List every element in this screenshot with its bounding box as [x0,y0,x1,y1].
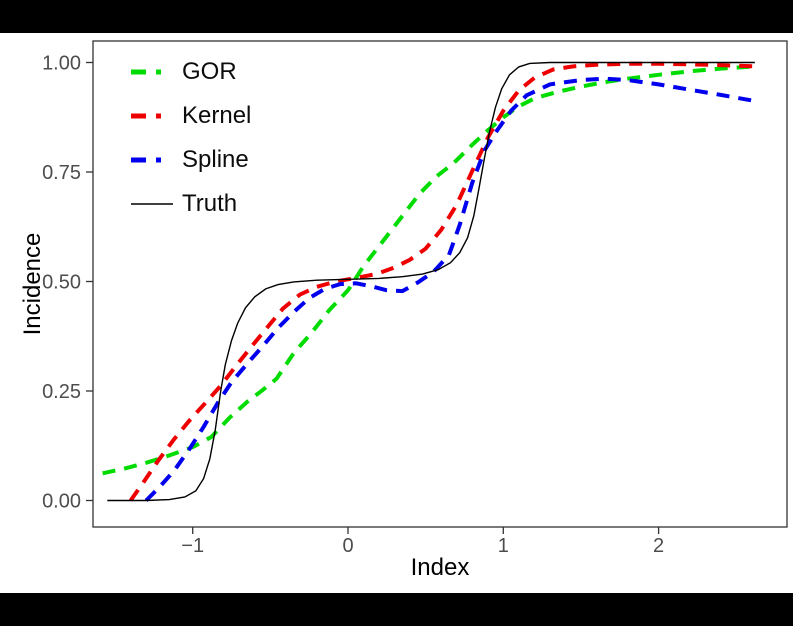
letterbox-bar-top [0,0,793,33]
legend-key-line-icon [131,113,173,119]
legend-item-kernel: Kernel [131,94,251,138]
series-line-spline [144,76,756,502]
series-line-truth [107,61,755,502]
legend-key-line-icon [131,157,173,163]
legend-item-gor: GOR [131,50,251,94]
legend-key-line-icon [131,203,173,205]
y-tick-label: 0.00 [42,491,81,513]
legend-item-spline: Spline [131,138,251,182]
y-tick-label: 0.50 [42,272,81,294]
letterbox-bar-bottom [0,593,793,626]
legend: GOR Kernel Spline Truth [131,50,251,226]
x-tick-label: 2 [653,535,664,557]
legend-label: GOR [182,58,237,85]
x-tick-label: 1 [498,535,509,557]
x-tick-label: 0 [342,535,353,557]
series-line-kernel [128,61,755,502]
legend-label: Kernel [182,102,252,129]
y-tick-label: 0.25 [42,381,81,403]
x-axis-title: Index [410,554,470,581]
legend-key-line-icon [131,69,173,75]
y-tick-label: 0.75 [42,162,81,184]
legend-item-truth: Truth [131,182,251,226]
legend-label: Truth [182,190,238,217]
legend-label: Spline [182,146,249,173]
y-tick-label: 1.00 [42,53,81,75]
series-line-gor [102,64,756,476]
y-axis-title: Incidence [19,232,46,336]
plot-panel [92,40,788,528]
x-tick-label: −1 [181,535,204,557]
